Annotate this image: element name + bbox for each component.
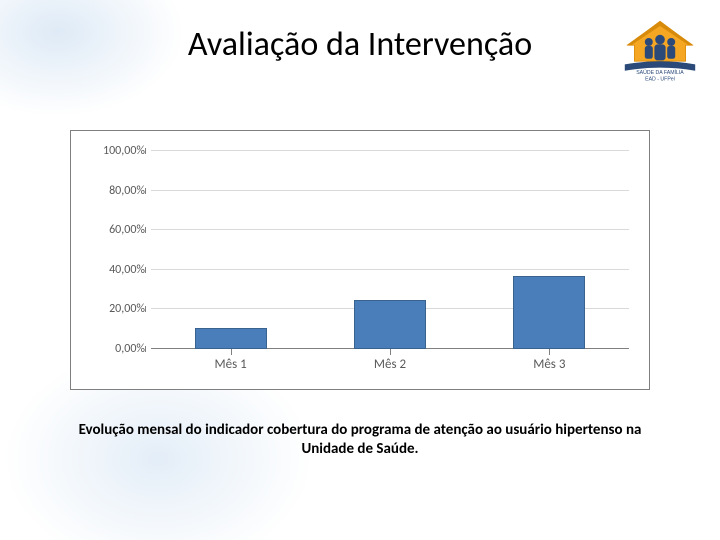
gridline <box>151 269 629 270</box>
logo-line1: SAÚDE DA FAMÍLIA <box>636 69 684 76</box>
gridline <box>151 150 629 151</box>
y-tick <box>145 306 146 312</box>
x-tick <box>390 349 391 355</box>
chart-container: 0,00%20,00%40,00%60,00%80,00%100,00%Mês … <box>70 130 650 390</box>
chart-caption: Evolução mensal do indicador cobertura d… <box>70 420 650 458</box>
logo-line2: EAD - UFPel <box>645 76 675 82</box>
logo-saude-familia: SAÚDE DA FAMÍLIA EAD - UFPel <box>618 18 702 82</box>
page-title: Avaliação da Intervenção <box>0 24 720 65</box>
y-tick <box>145 188 146 194</box>
y-tick <box>145 346 146 352</box>
slide: Avaliação da Intervenção SAÚDE DA FAMÍLI… <box>0 0 720 540</box>
bar <box>195 328 267 349</box>
y-tick <box>145 227 146 233</box>
x-tick <box>549 349 550 355</box>
y-tick <box>145 148 146 154</box>
y-tick <box>145 267 146 273</box>
chart-plot-area: 0,00%20,00%40,00%60,00%80,00%100,00%Mês … <box>151 151 629 349</box>
caption-text: Evolução mensal do indicador cobertura d… <box>79 421 642 458</box>
gridline <box>151 190 629 191</box>
x-tick <box>231 349 232 355</box>
title-text: Avaliação da Intervenção <box>188 24 532 65</box>
bar <box>354 300 426 350</box>
bar <box>513 276 585 349</box>
y-axis-label: 100,00% <box>103 144 151 158</box>
gridline <box>151 229 629 230</box>
